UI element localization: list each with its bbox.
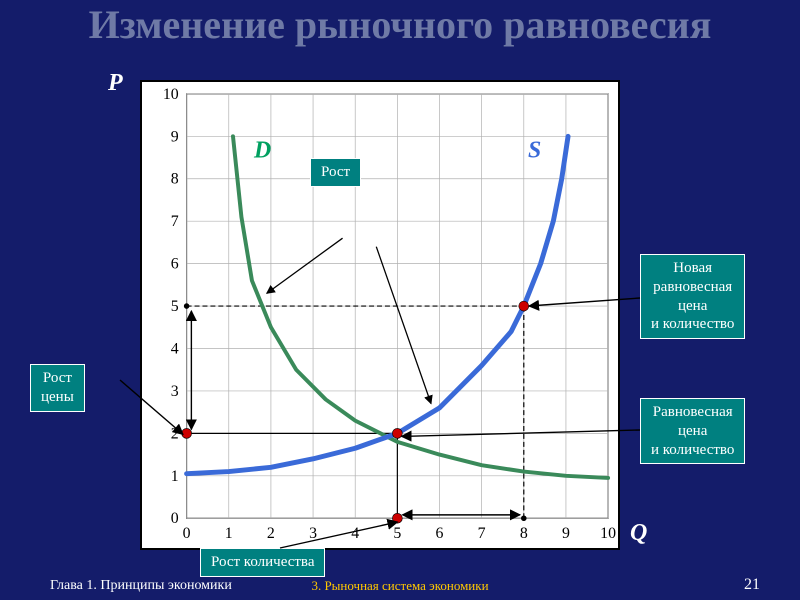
axis-label-q: Q <box>630 520 647 547</box>
svg-text:S: S <box>528 138 541 164</box>
svg-text:9: 9 <box>562 525 570 542</box>
svg-text:0: 0 <box>171 510 179 527</box>
svg-text:5: 5 <box>393 525 401 542</box>
svg-text:4: 4 <box>171 340 179 357</box>
svg-text:8: 8 <box>171 171 179 188</box>
svg-text:0: 0 <box>183 525 191 542</box>
svg-text:2: 2 <box>171 425 179 442</box>
svg-text:3: 3 <box>171 383 179 400</box>
svg-text:9: 9 <box>171 128 179 145</box>
label-price-growth: Ростцены <box>30 364 85 412</box>
label-growth: Рост <box>310 158 361 187</box>
svg-text:10: 10 <box>163 86 179 103</box>
svg-text:2: 2 <box>267 525 275 542</box>
label-new-eq: Новаяравновеснаяценаи количество <box>640 254 745 339</box>
svg-text:6: 6 <box>436 525 444 542</box>
svg-text:D: D <box>253 138 271 164</box>
svg-text:7: 7 <box>478 525 486 542</box>
svg-text:7: 7 <box>171 213 179 230</box>
slide-title: Изменение рыночного равновесия <box>0 0 800 46</box>
label-qty-growth: Рост количества <box>200 548 325 577</box>
equilibrium-chart: 0 1 2 3 4 5 6 7 8 9 10 0 1 2 3 4 5 6 7 8 9 10 D S <box>140 80 620 550</box>
svg-text:3: 3 <box>309 525 317 542</box>
axis-label-p: P <box>108 70 123 97</box>
svg-text:6: 6 <box>171 256 179 273</box>
svg-text:4: 4 <box>351 525 359 542</box>
svg-text:10: 10 <box>600 525 616 542</box>
footer-page-num: 21 <box>744 576 760 594</box>
svg-text:5: 5 <box>171 298 179 315</box>
svg-text:8: 8 <box>520 525 528 542</box>
footer-section: 3. Рыночная система экономики <box>0 578 800 594</box>
svg-text:1: 1 <box>171 468 179 485</box>
svg-text:1: 1 <box>225 525 233 542</box>
label-eq: Равновеснаяценаи количество <box>640 398 745 464</box>
